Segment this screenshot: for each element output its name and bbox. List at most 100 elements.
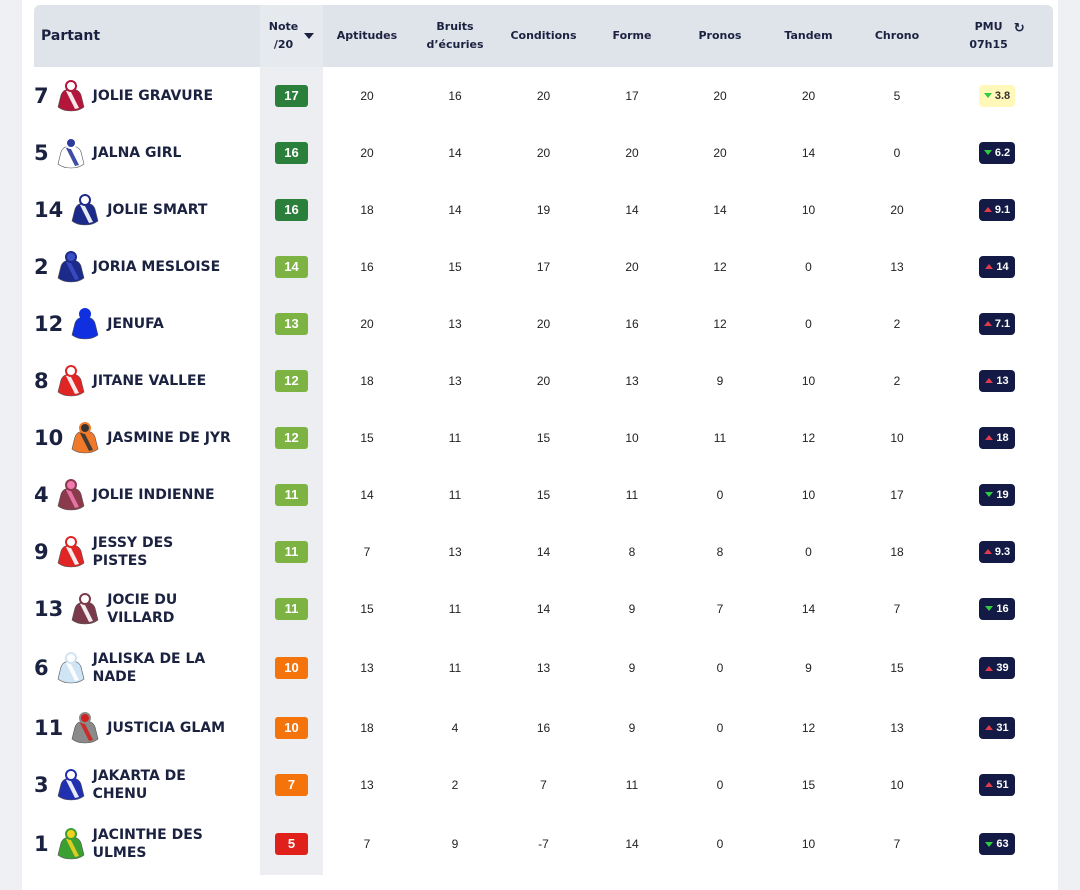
runner-name: JOLIE GRAVURE — [92, 87, 214, 104]
score-cell: 14 — [801, 145, 816, 160]
score-cell: 2 — [451, 777, 459, 792]
pmu-cell: 31 — [941, 699, 1053, 756]
silk-pattern — [80, 602, 94, 622]
trend-icon — [985, 665, 994, 671]
score-cell: 0 — [716, 777, 724, 792]
score-cell: 15 — [360, 430, 374, 445]
score-cell: 9 — [716, 373, 724, 388]
runner-name: JOCIE DU VILLARD — [107, 591, 178, 626]
score-cell: 12 — [801, 720, 816, 735]
runners-table: Partant Note/20 Aptitudes Bruits d’écuries C… — [34, 5, 1053, 875]
score-cell: 16 — [625, 316, 639, 331]
column-header: Partant — [34, 5, 260, 67]
score-cell: 7 — [363, 837, 371, 851]
note-cell: 16 — [260, 181, 323, 238]
silk-pattern — [65, 146, 79, 166]
pmu-cell: 9.3 — [941, 523, 1053, 580]
score-cell: 2 — [893, 316, 901, 331]
score-cell: 17 — [890, 487, 904, 502]
score-cell: 0 — [716, 720, 724, 735]
silk-icon — [57, 79, 84, 111]
score-cell: 10 — [625, 430, 639, 445]
runner-name: JESSY DES PISTES — [92, 534, 174, 569]
silk-icon — [57, 535, 84, 567]
score-cell: 0 — [716, 661, 724, 675]
score-cell: 16 — [536, 720, 551, 735]
score-cell: 19 — [536, 202, 551, 217]
header-text: Note/20 — [269, 18, 298, 54]
runner-name: JASMINE DE JYR — [107, 429, 231, 446]
score-cell: 10 — [890, 777, 904, 792]
runner-name: JALNA GIRL — [92, 144, 182, 161]
runner-row: 2 JORIA MESLOISE 14 16 15 17 20 12 0 13 14 — [34, 238, 1053, 295]
pmu-badge: 31 — [979, 716, 1015, 739]
runner-name: JOLIE INDIENNE — [92, 486, 215, 503]
score-cell: 0 — [805, 259, 812, 274]
note-badge: 10 — [275, 657, 308, 679]
score-cell: 11 — [448, 601, 462, 616]
score-cell: 13 — [890, 259, 904, 274]
runner-number: 7 — [34, 83, 49, 108]
score-cell: 18 — [360, 202, 374, 217]
note-cell: 17 — [260, 67, 323, 124]
score-cell: 20 — [801, 88, 816, 103]
note-badge: 10 — [275, 716, 308, 739]
runner-wrap: 13 JOCIE DU VILLARD — [34, 591, 260, 627]
score-cell: 14 — [536, 544, 551, 559]
note-cell: 11 — [260, 580, 323, 637]
score-cell: 10 — [801, 837, 816, 851]
score-cell: 13 — [448, 544, 462, 559]
runner-cell: 4 JOLIE INDIENNE — [34, 466, 260, 523]
score-cell: 9 — [805, 661, 812, 675]
silk-icon — [57, 364, 84, 396]
runner-number: 5 — [34, 140, 49, 165]
runner-number: 9 — [34, 539, 49, 564]
score-cell: 15 — [801, 777, 816, 792]
silk-cap — [64, 136, 77, 149]
pmu-badge: 9.3 — [979, 540, 1015, 563]
runner-row: 8 JITANE VALLEE 12 18 13 20 13 9 10 2 13 — [34, 352, 1053, 409]
pmu-odds: 14 — [996, 260, 1009, 273]
pmu-odds: 9.3 — [994, 545, 1011, 558]
pmu-odds: 13 — [996, 374, 1009, 387]
score-cell: 17 — [625, 88, 639, 103]
trend-icon — [983, 207, 992, 212]
runner-wrap: 4 JOLIE INDIENNE — [34, 478, 260, 512]
runner-number: 6 — [34, 656, 49, 680]
score-cell: 0 — [893, 145, 901, 160]
silk-pattern — [65, 260, 79, 280]
pmu-badge: 13 — [979, 369, 1015, 392]
pmu-odds: 63 — [996, 838, 1009, 850]
pmu-odds: 18 — [996, 431, 1009, 444]
runner-wrap: 14 JOLIE SMART — [34, 193, 260, 227]
note-badge: 12 — [275, 369, 308, 392]
pmu-cell: 9.1 — [941, 181, 1053, 238]
note-badge: 13 — [275, 312, 308, 335]
runner-cell: 11 JUSTICIA GLAM — [34, 699, 260, 756]
table-body: 7 JOLIE GRAVURE 17 20 16 20 17 20 20 5 3.8 5 JALNA G… — [34, 67, 1053, 875]
note-badge: 11 — [275, 597, 308, 620]
score-cell: 20 — [360, 88, 374, 103]
silk-cap — [64, 768, 77, 781]
runner-number: 12 — [34, 311, 64, 336]
score-cell: 20 — [625, 259, 639, 274]
runner-row: 1 JACINTHE DES ULMES 5 7 9 -7 14 0 10 7 63 — [34, 813, 1053, 875]
note-badge: 14 — [275, 255, 308, 278]
score-cell: -7 — [538, 837, 549, 851]
runner-wrap: 11 JUSTICIA GLAM — [34, 711, 260, 745]
column-header: Pronos — [676, 5, 764, 67]
silk-pattern — [65, 89, 79, 109]
trend-icon — [985, 492, 994, 497]
column-header: Chrono — [853, 5, 941, 67]
runner-cell: 7 JOLIE GRAVURE — [34, 67, 260, 124]
note-cell: 11 — [260, 523, 323, 580]
runner-cell: 9 JESSY DES PISTES — [34, 523, 260, 580]
score-cell: 11 — [448, 661, 462, 675]
score-cell: 11 — [625, 777, 639, 792]
score-cell: 14 — [360, 487, 374, 502]
score-cell: 10 — [890, 430, 904, 445]
score-cell: 14 — [448, 145, 462, 160]
pmu-badge: 7.1 — [979, 312, 1015, 335]
note-badge: 16 — [275, 198, 308, 221]
silk-pattern — [65, 662, 79, 681]
